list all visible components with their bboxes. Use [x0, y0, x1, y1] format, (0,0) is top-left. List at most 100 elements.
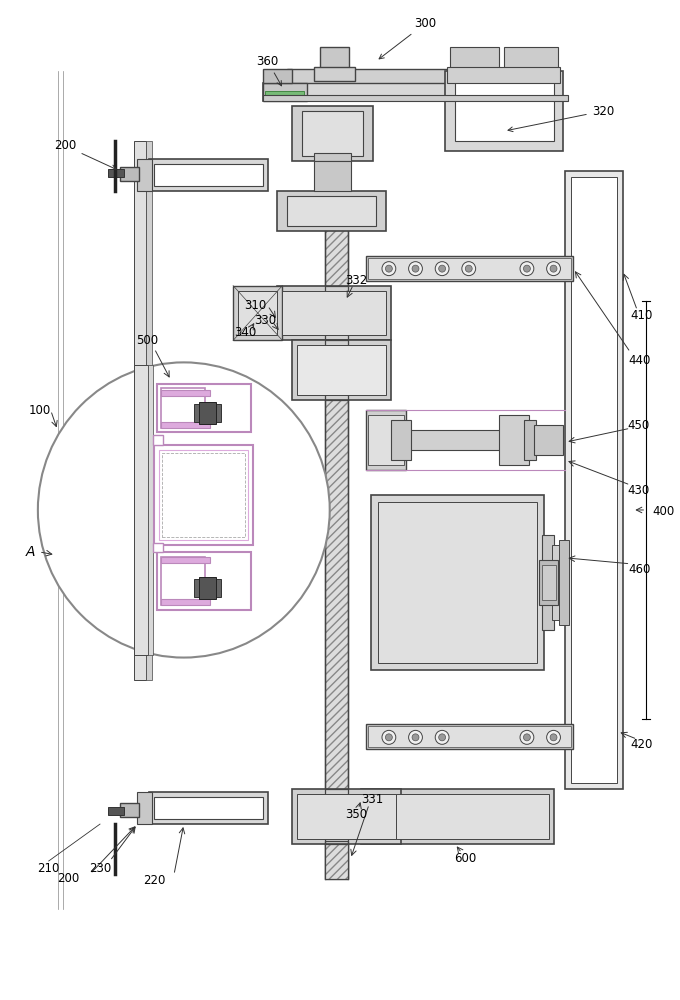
Bar	[445, 71, 564, 151]
Circle shape	[439, 734, 445, 741]
Bar	[153, 543, 163, 552]
Text: 410: 410	[630, 309, 653, 322]
Bar	[325, 286, 348, 340]
Circle shape	[386, 265, 392, 272]
Bar	[157, 384, 251, 432]
Bar	[455, 81, 554, 141]
Bar	[361, 789, 554, 844]
Bar	[292, 789, 401, 844]
Bar	[288, 69, 450, 83]
Bar	[161, 557, 210, 563]
Bar	[265, 91, 304, 97]
Bar	[137, 159, 152, 191]
Bar	[148, 365, 153, 655]
Circle shape	[462, 262, 475, 276]
Text: 332: 332	[345, 274, 367, 287]
Bar	[297, 794, 396, 839]
Bar	[542, 535, 554, 630]
Bar	[154, 164, 262, 186]
Circle shape	[524, 265, 530, 272]
Bar	[367, 410, 406, 470]
Bar	[406, 430, 505, 450]
Bar	[161, 599, 210, 605]
Bar	[447, 67, 560, 83]
Text: 450: 450	[628, 419, 650, 432]
Bar	[325, 286, 348, 340]
Text: 230: 230	[89, 862, 111, 875]
Text: 310: 310	[245, 299, 267, 312]
Bar	[378, 502, 537, 663]
Bar	[161, 390, 210, 396]
Bar	[199, 577, 216, 599]
Bar	[499, 415, 529, 465]
Circle shape	[435, 262, 449, 276]
Bar	[277, 286, 391, 340]
Bar	[262, 83, 490, 101]
Bar	[524, 420, 536, 460]
Bar	[120, 167, 139, 181]
Circle shape	[382, 262, 396, 276]
Text: 200: 200	[54, 139, 116, 169]
Circle shape	[547, 730, 560, 744]
Bar	[150, 159, 268, 191]
Bar	[325, 841, 348, 879]
Bar	[534, 425, 564, 455]
Text: 331: 331	[361, 793, 384, 806]
Bar	[282, 291, 386, 335]
Text: 500: 500	[136, 334, 158, 347]
Circle shape	[435, 730, 449, 744]
Bar	[262, 95, 568, 101]
Circle shape	[465, 265, 472, 272]
Text: 440: 440	[628, 354, 651, 367]
Circle shape	[412, 265, 419, 272]
Bar	[325, 841, 348, 879]
Bar	[159, 450, 248, 540]
Text: 400: 400	[652, 505, 675, 518]
Bar	[314, 67, 356, 81]
Text: A: A	[27, 545, 36, 559]
Text: 300: 300	[379, 17, 437, 59]
Bar	[368, 258, 571, 279]
Bar	[161, 388, 205, 428]
Text: 330: 330	[254, 314, 277, 327]
Circle shape	[439, 265, 445, 272]
Circle shape	[550, 265, 557, 272]
Bar	[325, 340, 348, 400]
Bar	[565, 171, 623, 789]
Bar	[108, 807, 124, 815]
Bar	[325, 340, 348, 400]
Bar	[292, 106, 373, 161]
Bar	[314, 153, 352, 161]
Bar	[154, 445, 253, 545]
Bar	[325, 131, 348, 879]
Text: 210: 210	[37, 862, 60, 875]
Bar	[325, 789, 348, 844]
Bar	[302, 111, 363, 156]
Circle shape	[382, 730, 396, 744]
Bar	[238, 291, 277, 335]
Bar	[135, 365, 148, 655]
Bar	[505, 47, 558, 69]
Text: 350: 350	[345, 808, 367, 821]
Bar	[135, 141, 146, 680]
Bar	[162, 453, 245, 537]
Text: 360: 360	[256, 55, 282, 86]
Bar	[325, 131, 348, 879]
Text: 200: 200	[57, 872, 80, 885]
Circle shape	[547, 262, 560, 276]
Circle shape	[409, 730, 422, 744]
Circle shape	[550, 734, 557, 741]
Bar	[161, 422, 210, 428]
Bar	[297, 345, 386, 395]
Text: 600: 600	[454, 852, 476, 865]
Bar	[367, 794, 549, 839]
Bar	[288, 196, 376, 226]
Bar	[194, 579, 221, 597]
Circle shape	[386, 734, 392, 741]
Bar	[277, 191, 386, 231]
Text: 320: 320	[508, 105, 614, 132]
Bar	[450, 47, 499, 69]
Circle shape	[409, 262, 422, 276]
Bar	[199, 402, 216, 424]
Text: 100: 100	[29, 404, 51, 417]
